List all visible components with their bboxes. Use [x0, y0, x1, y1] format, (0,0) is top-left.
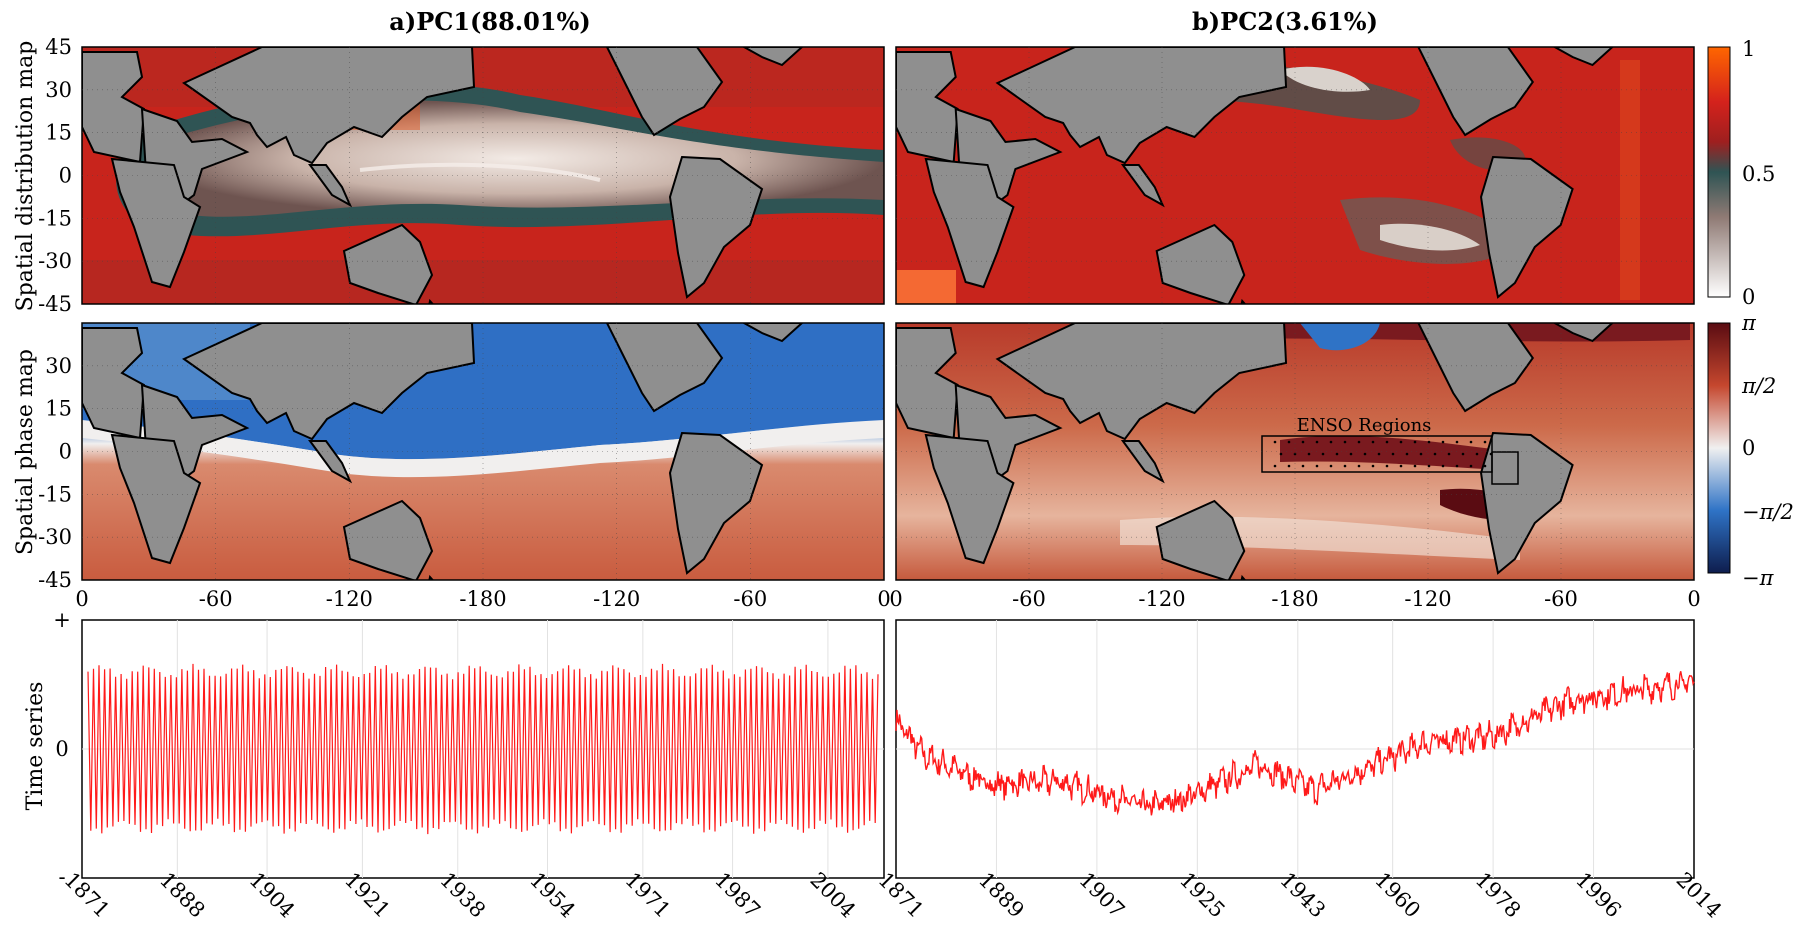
cb1-tick-mid: 0.5: [1742, 162, 1775, 186]
blue-patch: [1300, 323, 1380, 351]
map2-ytick: 30: [45, 354, 72, 378]
ts-ytick-plus: +: [53, 608, 71, 632]
map2-ytick: 0: [59, 440, 72, 464]
map1-ytick: 15: [45, 121, 72, 145]
map-pc2-phase: [896, 323, 1694, 580]
map-xtick: -180: [1271, 587, 1318, 611]
map-pc1-distribution: [82, 47, 884, 304]
ts-ytick-zero: 0: [55, 737, 68, 761]
map-xtick: -60: [733, 587, 767, 611]
cb2-tick-pi2: π/2: [1741, 374, 1776, 398]
map1-ytick: -15: [38, 206, 72, 230]
map-xtick: -120: [593, 587, 640, 611]
map1-ytick: 0: [59, 164, 72, 188]
ts-xtick: 2014: [1672, 868, 1727, 923]
panel-b-title: b)PC2(3.61%): [1192, 7, 1378, 36]
cb2-tick-neg-pi2: −π/2: [1742, 500, 1794, 524]
map-xtick: -120: [326, 587, 373, 611]
timeseries-pc1: [81, 619, 885, 879]
timeseries-pc2: [895, 619, 1695, 879]
row-label-timeseries: Time series: [23, 682, 48, 811]
map-xtick: 0: [877, 587, 890, 611]
map1-ytick: 45: [45, 35, 72, 59]
row-label-phase: Spatial phase map: [13, 349, 38, 555]
map-xtick: -60: [1012, 587, 1046, 611]
ts-ytick-minus: -: [58, 865, 65, 889]
enso-label: ENSO Regions: [1297, 415, 1432, 436]
cb2-tick-neg-pi: −π: [1742, 566, 1775, 590]
panel-a-title: a)PC1(88.01%): [389, 7, 590, 36]
map2-ytick: -45: [38, 568, 72, 592]
map1-ytick: -45: [38, 292, 72, 316]
map2-ytick: 15: [45, 397, 72, 421]
row-label-distribution: Spatial distribution map: [13, 41, 38, 312]
map-xtick: -60: [1544, 587, 1578, 611]
colorbar-distribution: [1707, 46, 1731, 298]
map-xtick: 0: [1687, 587, 1700, 611]
map1-ytick: -30: [38, 249, 72, 273]
map-pc2-distribution: [896, 47, 1694, 304]
pc2-series-line: [895, 671, 1695, 816]
map-xtick: -60: [199, 587, 233, 611]
cb2-tick-pi: π: [1741, 311, 1757, 335]
map-xtick: 0: [889, 587, 902, 611]
cb1-tick-max: 1: [1742, 37, 1755, 61]
map2-ytick: -30: [38, 525, 72, 549]
colorbar-phase: [1707, 322, 1731, 574]
cb1-tick-min: 0: [1742, 285, 1755, 309]
map-xtick: -120: [1404, 587, 1451, 611]
map-pc1-phase: [82, 323, 884, 580]
map-xtick: 0: [75, 587, 88, 611]
pc1-series-line: [87, 663, 879, 835]
map1-ytick: 30: [45, 78, 72, 102]
map-xtick: -120: [1138, 587, 1185, 611]
map2-ytick: -15: [38, 482, 72, 506]
cb2-tick-zero: 0: [1742, 436, 1755, 460]
map-xtick: -180: [459, 587, 506, 611]
